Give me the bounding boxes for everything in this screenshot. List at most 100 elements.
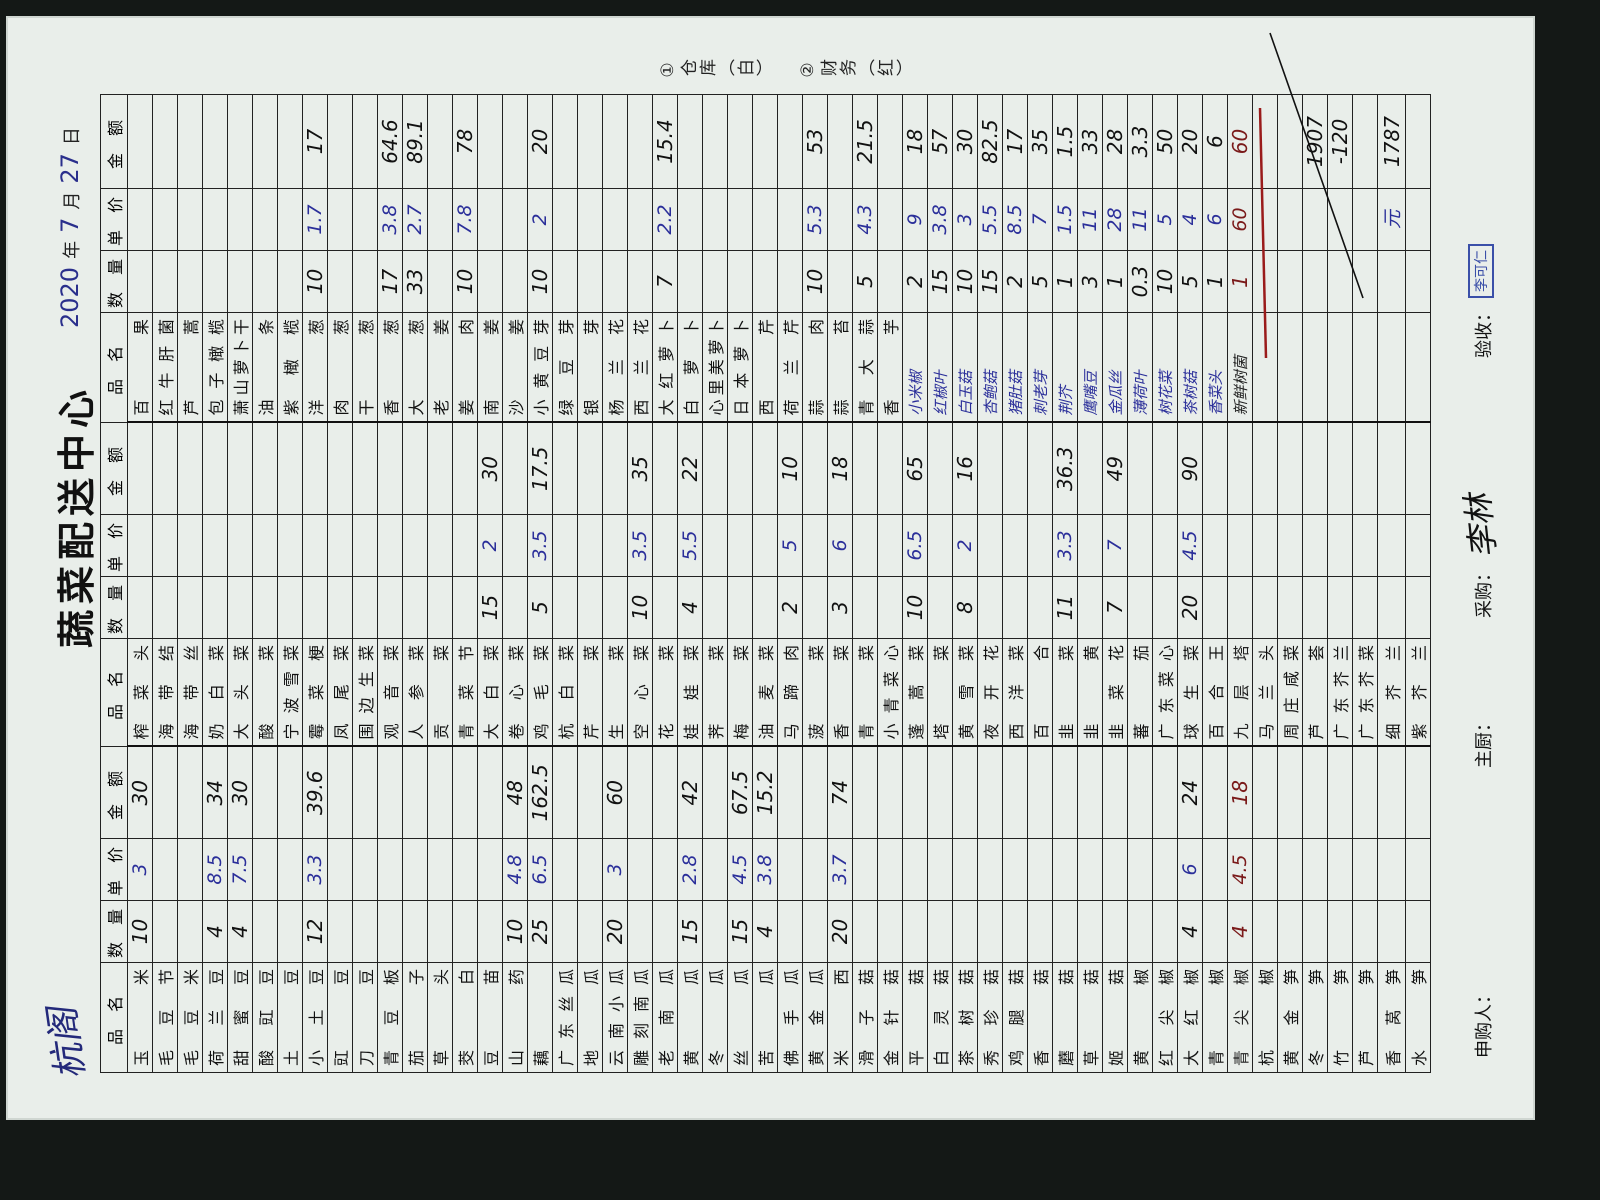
name-cell: 菠菜 — [802, 638, 828, 747]
name-cell: 鸡腿菇 — [1002, 962, 1028, 1073]
qty-cell: 15 — [727, 900, 753, 963]
qty-cell — [602, 250, 628, 313]
name-cell: 黄瓜 — [677, 962, 703, 1073]
qty-cell — [777, 900, 803, 963]
name-cell: 杨兰花 — [602, 312, 628, 423]
name-cell: 小土豆 — [302, 962, 328, 1073]
amount-cell: 30 — [227, 746, 253, 839]
price-cell — [702, 838, 728, 901]
name-cell: 贡菜 — [427, 638, 453, 747]
name-cell — [1302, 312, 1328, 423]
amount-cell — [802, 422, 828, 515]
qty-cell — [977, 576, 1003, 639]
table-row: 刀豆 围边生菜 干葱 — [352, 94, 378, 1073]
name-cell: 姜肉 — [452, 312, 478, 423]
table-row: 广东丝瓜 杭白菜 绿豆芽 — [552, 94, 578, 1073]
amount-cell — [777, 94, 803, 189]
qty-cell: 15 — [477, 576, 503, 639]
name-cell — [1252, 312, 1278, 423]
amount-cell: 20 — [527, 94, 553, 189]
name-cell: 草菇 — [1077, 962, 1103, 1073]
name-cell: 海带结 — [152, 638, 178, 747]
amount-cell: 17.5 — [527, 422, 553, 515]
amount-cell — [1027, 746, 1053, 839]
price-cell — [1027, 514, 1053, 577]
amount-cell: 3.3 — [1127, 94, 1153, 189]
amount-cell — [977, 422, 1003, 515]
qty-cell — [1052, 900, 1078, 963]
name-cell: 豆苗 — [477, 962, 503, 1073]
name-cell: 甜蜜豆 — [227, 962, 253, 1073]
price-cell — [177, 514, 203, 577]
amount-cell: 15.4 — [652, 94, 678, 189]
amount-cell — [277, 746, 303, 839]
amount-cell: 50 — [1152, 94, 1178, 189]
inspector-label: 验收： — [1474, 304, 1495, 358]
requester-label: 申购人： — [1474, 986, 1495, 1058]
name-cell: 苦瓜 — [752, 962, 778, 1073]
amount-cell — [477, 746, 503, 839]
qty-cell — [177, 250, 203, 313]
table-row: 白灵菇 塔菜 红椒叶 15 3.8 57 — [927, 94, 953, 1073]
table-row: 香菇 百合 刺老芽 5 7 35 — [1027, 94, 1053, 1073]
qty-cell — [227, 250, 253, 313]
name-cell: 广东芥兰 — [1327, 638, 1353, 747]
amount-cell — [1102, 746, 1128, 839]
qty-cell — [827, 250, 853, 313]
price-cell — [1277, 188, 1303, 251]
qty-cell — [1327, 576, 1353, 639]
qty-cell — [627, 900, 653, 963]
price-cell — [1327, 514, 1353, 577]
qty-cell: 5 — [852, 250, 878, 313]
price-cell: 3 — [127, 838, 153, 901]
amount-cell — [627, 94, 653, 189]
name-cell: 榨菜头 — [127, 638, 153, 747]
name-cell: 刀豆 — [352, 962, 378, 1073]
qty-cell — [1102, 900, 1128, 963]
amount-cell — [1152, 422, 1178, 515]
amount-cell — [177, 422, 203, 515]
price-cell — [802, 514, 828, 577]
amount-cell — [927, 746, 953, 839]
name-cell: 包子橄榄 — [202, 312, 228, 423]
qty-cell — [552, 250, 578, 313]
amount-cell — [227, 94, 253, 189]
name-cell: 水笋 — [1405, 962, 1431, 1073]
qty-cell — [1377, 576, 1406, 639]
name-cell: 杭白菜 — [552, 638, 578, 747]
name-cell: 荠菜 — [702, 638, 728, 747]
price-cell — [277, 188, 303, 251]
price-cell: 3.3 — [302, 838, 328, 901]
table-row: 草菇 韭黄 鹰嘴豆 3 11 33 — [1077, 94, 1103, 1073]
amount-cell — [1077, 422, 1103, 515]
qty-cell — [727, 576, 753, 639]
qty-cell — [577, 576, 603, 639]
price-cell: 11 — [1127, 188, 1153, 251]
name-cell: 香芋 — [877, 312, 903, 423]
price-cell — [302, 514, 328, 577]
qty-cell: 8 — [952, 576, 978, 639]
name-cell: 细芥兰 — [1377, 638, 1406, 747]
price-cell: 7.8 — [452, 188, 478, 251]
qty-cell — [327, 576, 353, 639]
amount-cell — [1377, 422, 1406, 515]
amount-cell — [577, 422, 603, 515]
total-cell — [1352, 94, 1378, 189]
qty-cell: 3 — [1077, 250, 1103, 313]
name-cell: 红牛肝菌 — [152, 312, 178, 423]
price-cell — [352, 838, 378, 901]
qty-cell — [902, 900, 928, 963]
price-cell: 3.5 — [527, 514, 553, 577]
name-cell: 秀珍菇 — [977, 962, 1003, 1073]
table-row: 平菇 蓬蒿菜 10 6.5 65 小米椒 2 9 18 — [902, 94, 928, 1073]
qty-cell — [152, 900, 178, 963]
name-cell: 丝瓜 — [727, 962, 753, 1073]
qty-cell — [1127, 900, 1153, 963]
name-cell: 香菜 — [827, 638, 853, 747]
qty-cell — [852, 576, 878, 639]
qty-cell — [127, 250, 153, 313]
name-cell: 茭白 — [452, 962, 478, 1073]
name-cell: 猪肚菇 — [1002, 312, 1028, 423]
amount-cell — [852, 746, 878, 839]
amount-cell — [452, 746, 478, 839]
